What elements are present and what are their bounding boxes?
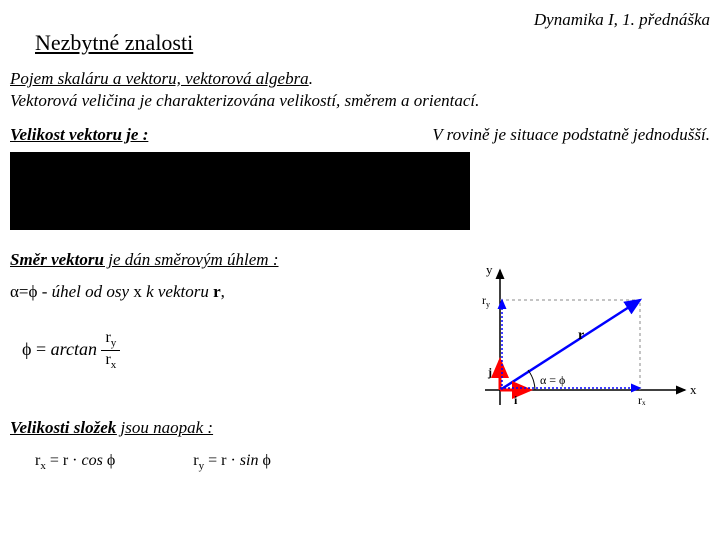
f2-eq2: = r ·: [204, 452, 240, 469]
svg-text:α = ϕ: α = ϕ: [540, 373, 565, 387]
f2-phi2: ϕ: [258, 452, 270, 469]
f2-eq1: = r ·: [46, 452, 82, 469]
intro-text: Pojem skaláru a vektoru, vektorová algeb…: [10, 68, 479, 112]
angle-definition: α=ϕ - úhel od osy x k vektoru r,: [10, 282, 225, 302]
intro-line2: Vektorová veličina je charakterizována v…: [10, 91, 479, 110]
angle-text2: k vektoru: [142, 282, 213, 301]
direction-heading: Směr vektoru je dán směrovým úhlem :: [10, 250, 279, 270]
f2-phi1: ϕ: [103, 452, 115, 469]
r-symbol: r: [213, 282, 221, 301]
f2-cos: cos: [82, 452, 103, 469]
lecture-header: Dynamika I, 1. přednáška: [534, 10, 710, 30]
direction-rest: je dán směrovým úhlem :: [104, 250, 279, 269]
f1-num: ry: [101, 330, 120, 351]
intro-dot: .: [309, 69, 313, 88]
arctan-formula: ϕ = arctan ry rx: [22, 330, 120, 371]
comp-bold: Velikosti složek: [10, 418, 116, 437]
x-symbol: x: [133, 282, 142, 301]
svg-text:r: r: [578, 328, 584, 343]
components-heading: Velikosti složek jsou naopak :: [10, 418, 213, 438]
svg-text:i: i: [514, 393, 518, 407]
plane-note: V rovině je situace podstatně jednodušší…: [432, 125, 710, 145]
svg-text:j: j: [487, 365, 492, 379]
f1-fraction: ry rx: [101, 330, 120, 371]
component-formulas: rx = r · cos ϕ ry = r · sin ϕ: [35, 452, 271, 472]
f1-arctan: arctan: [51, 339, 97, 359]
f1-num-sub: y: [111, 337, 117, 349]
svg-text:x: x: [690, 382, 697, 397]
angle-text1: - úhel od osy: [37, 282, 133, 301]
page-title: Nezbytné znalosti: [35, 30, 193, 56]
f1-den-sub: x: [111, 359, 117, 371]
direction-bold: Směr vektoru: [10, 250, 104, 269]
f1-eq: =: [31, 339, 50, 359]
svg-text:y: y: [486, 262, 493, 277]
svg-text:rₓ: rₓ: [638, 393, 646, 407]
magnitude-row: Velikost vektoru je : V rovině je situac…: [10, 125, 710, 145]
alpha-symbol: α: [10, 282, 19, 301]
vector-diagram: x y r i j rₓ ry α = ϕ: [470, 260, 700, 420]
magnitude-label: Velikost vektoru je :: [10, 125, 148, 144]
redacted-block: [10, 152, 470, 230]
eq-symbol: =: [19, 282, 29, 301]
svg-text:ry: ry: [482, 293, 490, 309]
f1-den: rx: [101, 351, 120, 371]
angle-comma: ,: [221, 282, 225, 301]
f2-sin: sin: [240, 452, 259, 469]
comp-rest: jsou naopak :: [116, 418, 213, 437]
intro-underline: Pojem skaláru a vektoru, vektorová algeb…: [10, 69, 309, 88]
